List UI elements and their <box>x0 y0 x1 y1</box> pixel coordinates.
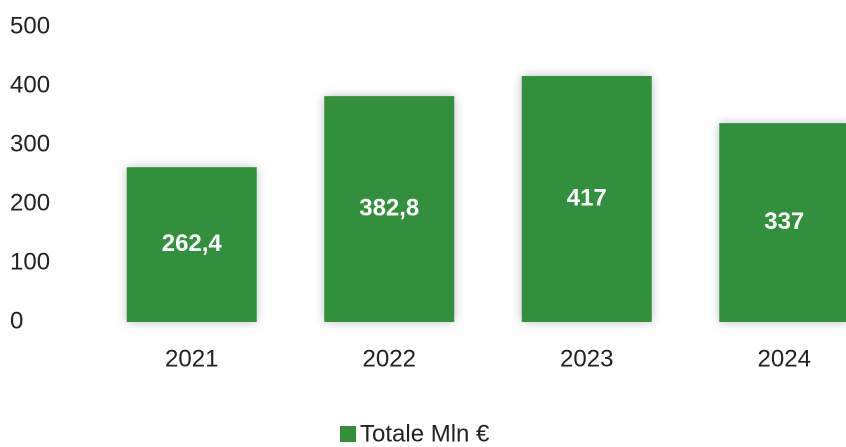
y-tick-label: 300 <box>10 130 50 157</box>
legend-swatch <box>340 426 356 442</box>
bar <box>324 96 455 322</box>
y-tick-label: 100 <box>10 248 50 275</box>
y-tick-label: 500 <box>10 12 50 39</box>
y-tick-label: 0 <box>10 307 23 334</box>
bar <box>521 75 652 322</box>
legend-label: Totale Mln € <box>360 420 490 447</box>
y-tick-label: 400 <box>10 71 50 98</box>
value-label: 337 <box>764 208 804 235</box>
y-tick-label: 200 <box>10 189 50 216</box>
x-tick-label: 2022 <box>363 345 416 372</box>
x-tick-label: 2023 <box>560 345 613 372</box>
value-label: 262,4 <box>162 230 223 257</box>
bar <box>126 167 257 322</box>
value-label: 382,8 <box>359 194 419 221</box>
value-label: 417 <box>567 184 607 211</box>
x-tick-label: 2024 <box>758 345 811 372</box>
bar <box>719 123 846 322</box>
x-tick-label: 2021 <box>165 345 218 372</box>
